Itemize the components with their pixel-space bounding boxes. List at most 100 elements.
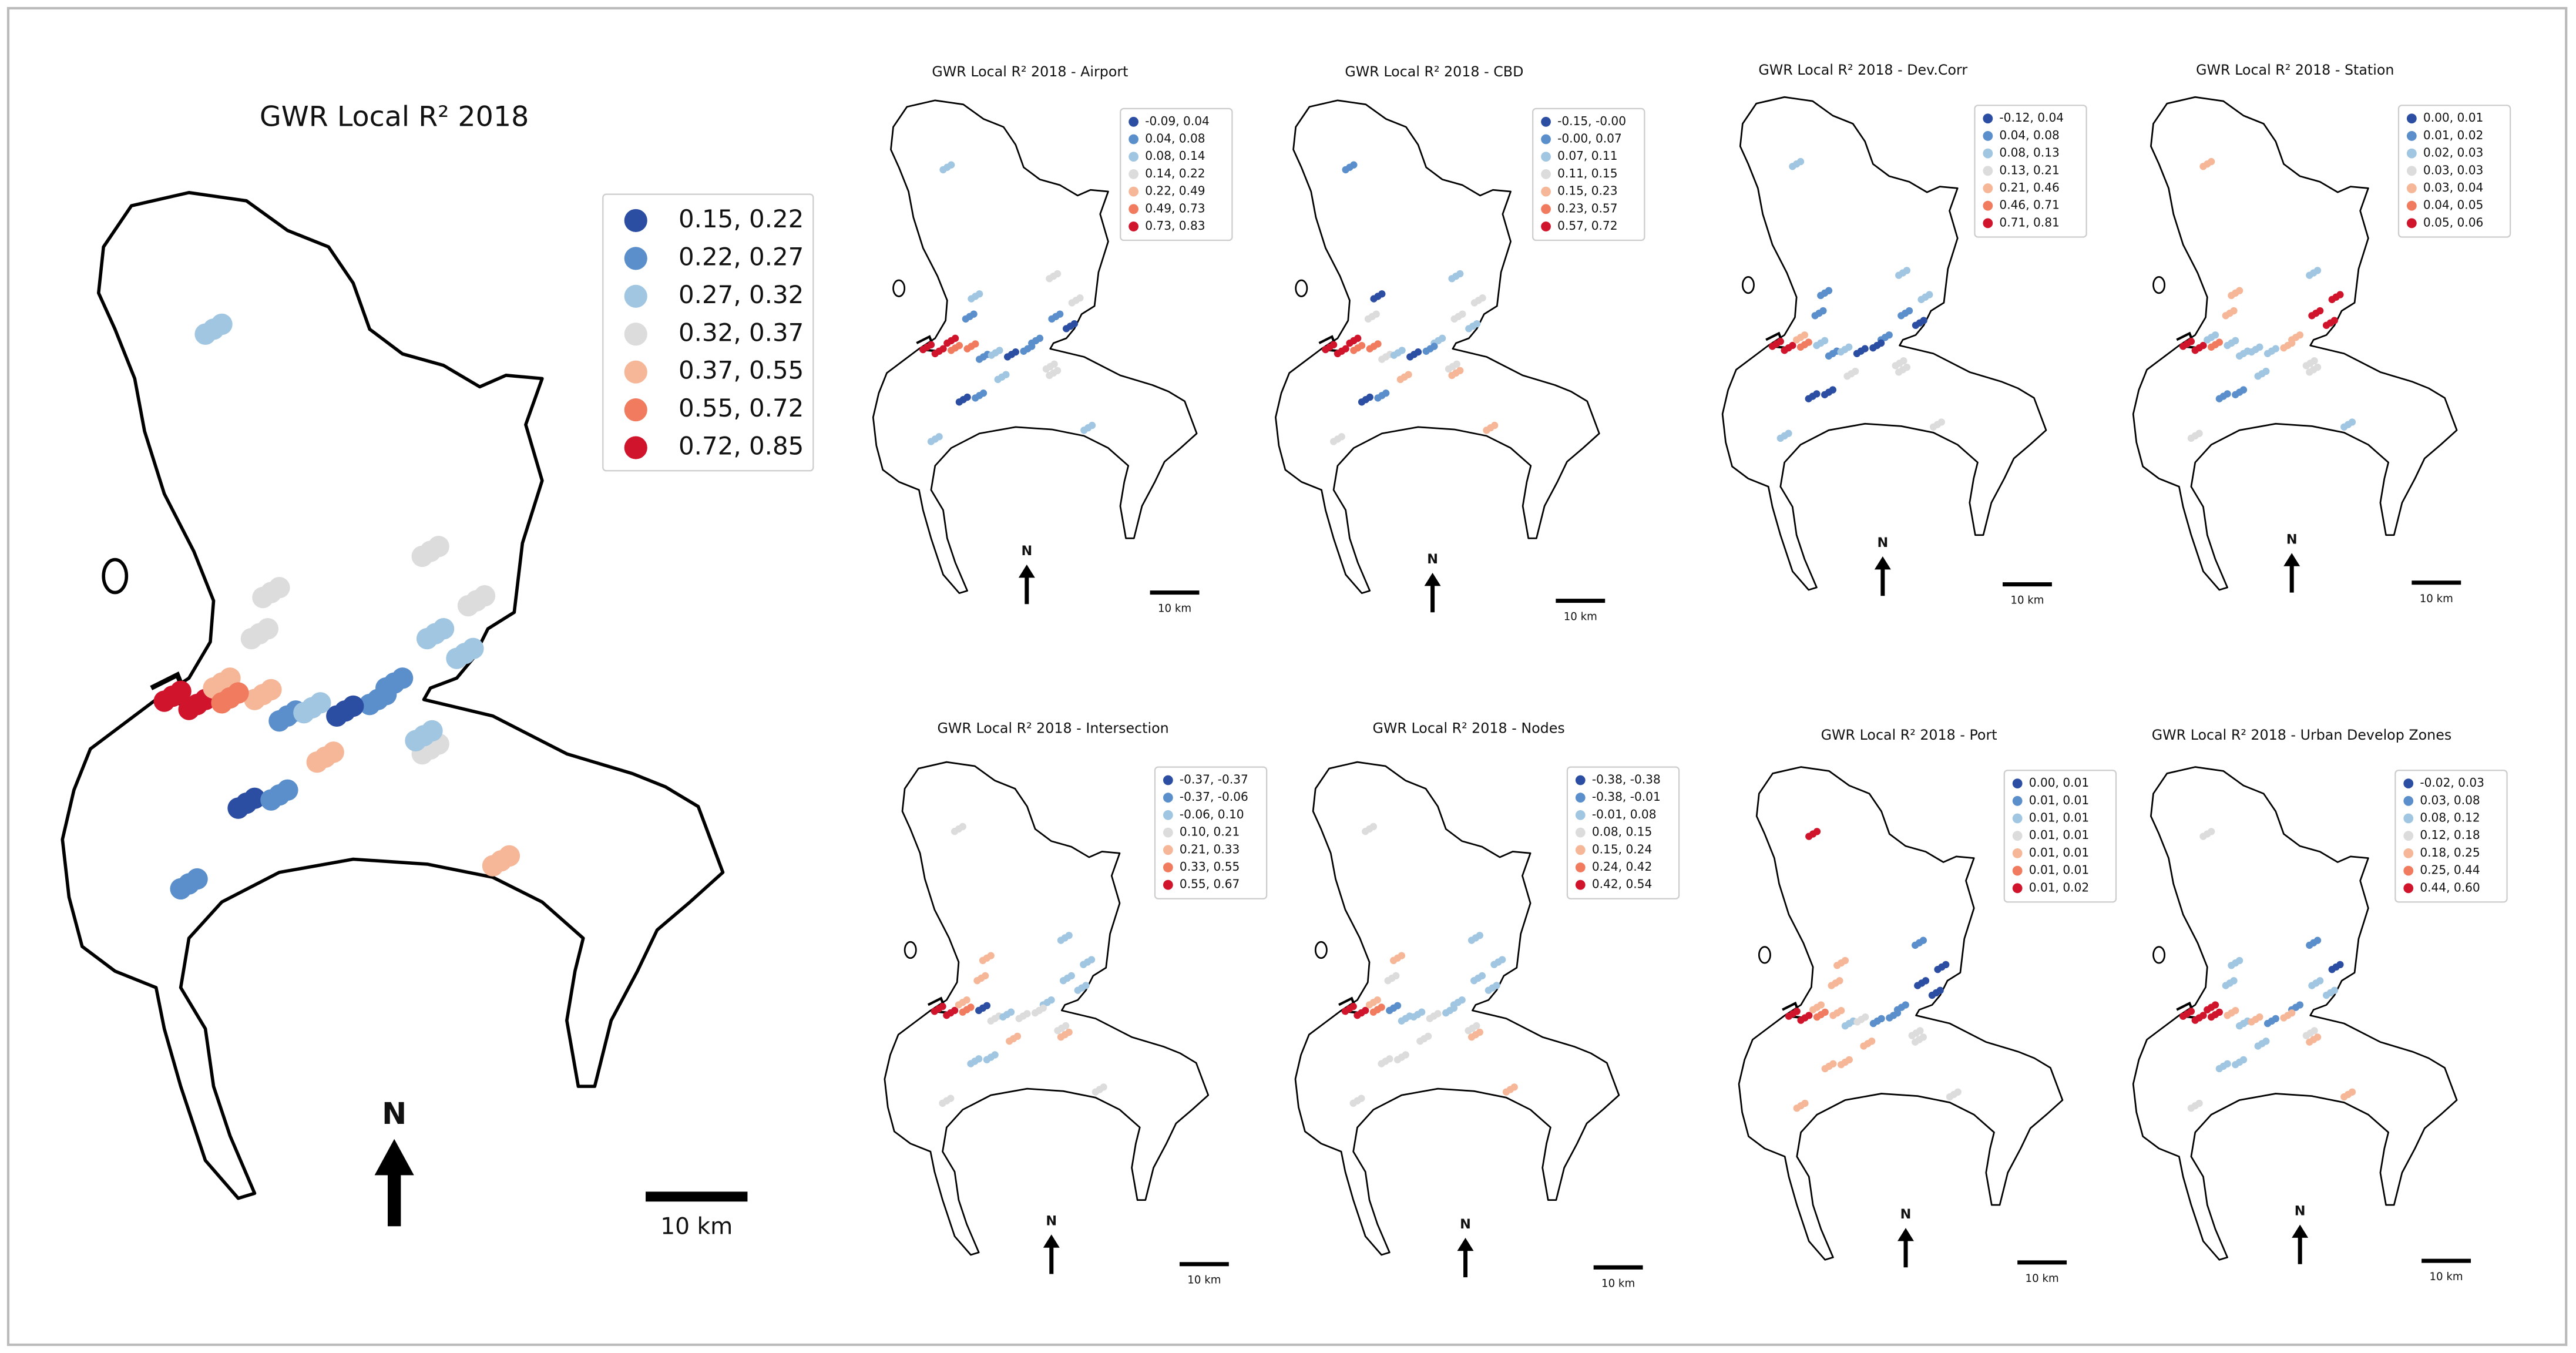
map bbox=[1738, 766, 2064, 1261]
location-point bbox=[2215, 338, 2224, 346]
north-label: N bbox=[1460, 1217, 1471, 1232]
location-point bbox=[948, 347, 955, 354]
legend-label: 0.18, 0.25 bbox=[2420, 845, 2480, 860]
legend-marker bbox=[2406, 166, 2417, 176]
location-point bbox=[1047, 996, 1055, 1004]
location-point bbox=[2330, 317, 2338, 324]
location-point bbox=[1465, 325, 1473, 333]
location-point bbox=[983, 1056, 991, 1063]
map-panel: GWR Local R² 2018 0.15, 0.22 0.22, 0.27 0.2… bbox=[61, 101, 814, 1240]
legend-marker bbox=[624, 284, 647, 308]
location-point bbox=[1928, 991, 1936, 999]
location-point bbox=[1384, 977, 1392, 985]
location-point bbox=[211, 692, 233, 714]
location-point bbox=[2224, 390, 2231, 398]
location-point bbox=[955, 342, 963, 350]
location-point bbox=[1811, 312, 1819, 320]
location-point bbox=[2280, 344, 2288, 352]
location-point bbox=[1365, 1001, 1373, 1009]
location-point bbox=[1080, 961, 1087, 968]
island bbox=[1314, 941, 1328, 959]
legend-label: -0.06, 0.10 bbox=[1180, 807, 1244, 821]
location-point bbox=[227, 682, 249, 704]
location-point bbox=[1821, 1008, 1829, 1016]
location-point bbox=[1805, 395, 1812, 402]
location-point bbox=[1467, 936, 1476, 944]
location-point bbox=[1036, 334, 1044, 342]
legend-marker bbox=[1983, 131, 1993, 141]
scale-label: 10 km bbox=[660, 1214, 733, 1240]
location-point bbox=[1012, 348, 1019, 356]
scale-label: 10 km bbox=[1601, 1277, 1635, 1290]
legend-label: 0.32, 0.37 bbox=[679, 318, 804, 347]
location-point bbox=[2187, 434, 2195, 442]
location-point bbox=[1341, 1008, 1349, 1015]
location-point bbox=[1821, 337, 1829, 345]
location-point bbox=[1789, 163, 1796, 170]
legend-label: -0.02, 0.03 bbox=[2420, 775, 2484, 790]
legend-label: 0.11, 0.15 bbox=[1557, 166, 1617, 180]
location-point bbox=[326, 705, 348, 727]
location-point bbox=[1056, 310, 1064, 318]
map bbox=[872, 99, 1198, 595]
location-point bbox=[1825, 352, 1833, 360]
location-point bbox=[2235, 352, 2243, 360]
legend-label: 0.25, 0.44 bbox=[2420, 863, 2480, 877]
location-point bbox=[1402, 1051, 1409, 1059]
legend-label: 0.03, 0.08 bbox=[2420, 793, 2480, 807]
map-title: GWR Local R² 2018 - Port bbox=[1821, 727, 1997, 743]
location-point bbox=[2280, 1014, 2288, 1022]
legend-marker bbox=[624, 398, 647, 422]
legend-marker bbox=[2012, 795, 2023, 806]
location-point bbox=[1386, 1006, 1393, 1015]
map-panel: GWR Local R² 2018 - Urban Develop Zones -… bbox=[2132, 727, 2508, 1283]
legend-marker bbox=[2403, 813, 2414, 824]
location-point bbox=[967, 1003, 975, 1011]
legend-label: 0.42, 0.54 bbox=[1592, 877, 1652, 891]
location-point bbox=[1378, 355, 1386, 363]
location-point bbox=[244, 787, 266, 810]
location-point bbox=[1829, 1060, 1837, 1067]
location-point bbox=[1869, 344, 1877, 352]
legend-label: 0.01, 0.01 bbox=[2029, 828, 2089, 842]
location-point bbox=[1398, 1017, 1406, 1025]
location-point bbox=[277, 779, 298, 801]
legend-marker bbox=[2406, 113, 2417, 124]
location-point bbox=[2302, 362, 2310, 370]
location-point bbox=[943, 339, 951, 347]
legend-marker bbox=[1983, 200, 1993, 211]
north-arrow-head bbox=[1018, 564, 1035, 578]
location-point bbox=[1917, 296, 1925, 303]
location-point bbox=[1903, 267, 1911, 274]
location-point bbox=[1054, 1027, 1062, 1035]
location-point bbox=[178, 699, 200, 720]
location-point bbox=[2235, 287, 2243, 294]
location-point bbox=[976, 290, 983, 298]
location-point bbox=[2348, 418, 2356, 426]
north-label: N bbox=[1021, 543, 1032, 559]
legend-marker bbox=[2012, 848, 2023, 858]
map-title: GWR Local R² 2018 - Urban Develop Zones bbox=[2152, 727, 2451, 743]
location-point bbox=[1852, 367, 1859, 375]
map-title: GWR Local R² 2018 - Nodes bbox=[1373, 720, 1565, 737]
legend-label: 0.37, 0.55 bbox=[679, 356, 804, 385]
location-point bbox=[2204, 1006, 2211, 1013]
legend-marker bbox=[2406, 148, 2417, 159]
location-point bbox=[943, 1012, 951, 1019]
legend-label: 0.07, 0.11 bbox=[1557, 149, 1617, 163]
location-point bbox=[342, 695, 364, 717]
north-arrow-head bbox=[374, 1139, 414, 1176]
location-point bbox=[1813, 1013, 1821, 1021]
location-point bbox=[1088, 421, 1096, 429]
location-point bbox=[170, 878, 192, 900]
location-point bbox=[2310, 1027, 2318, 1035]
location-point bbox=[1076, 294, 1084, 302]
legend-box bbox=[1974, 105, 2087, 238]
location-point bbox=[2222, 982, 2229, 989]
location-point bbox=[1886, 1014, 1893, 1022]
legend-box bbox=[602, 193, 814, 472]
island bbox=[102, 558, 129, 595]
location-point bbox=[1805, 338, 1812, 346]
legend-marker bbox=[1983, 148, 1993, 159]
location-point bbox=[1372, 310, 1380, 318]
